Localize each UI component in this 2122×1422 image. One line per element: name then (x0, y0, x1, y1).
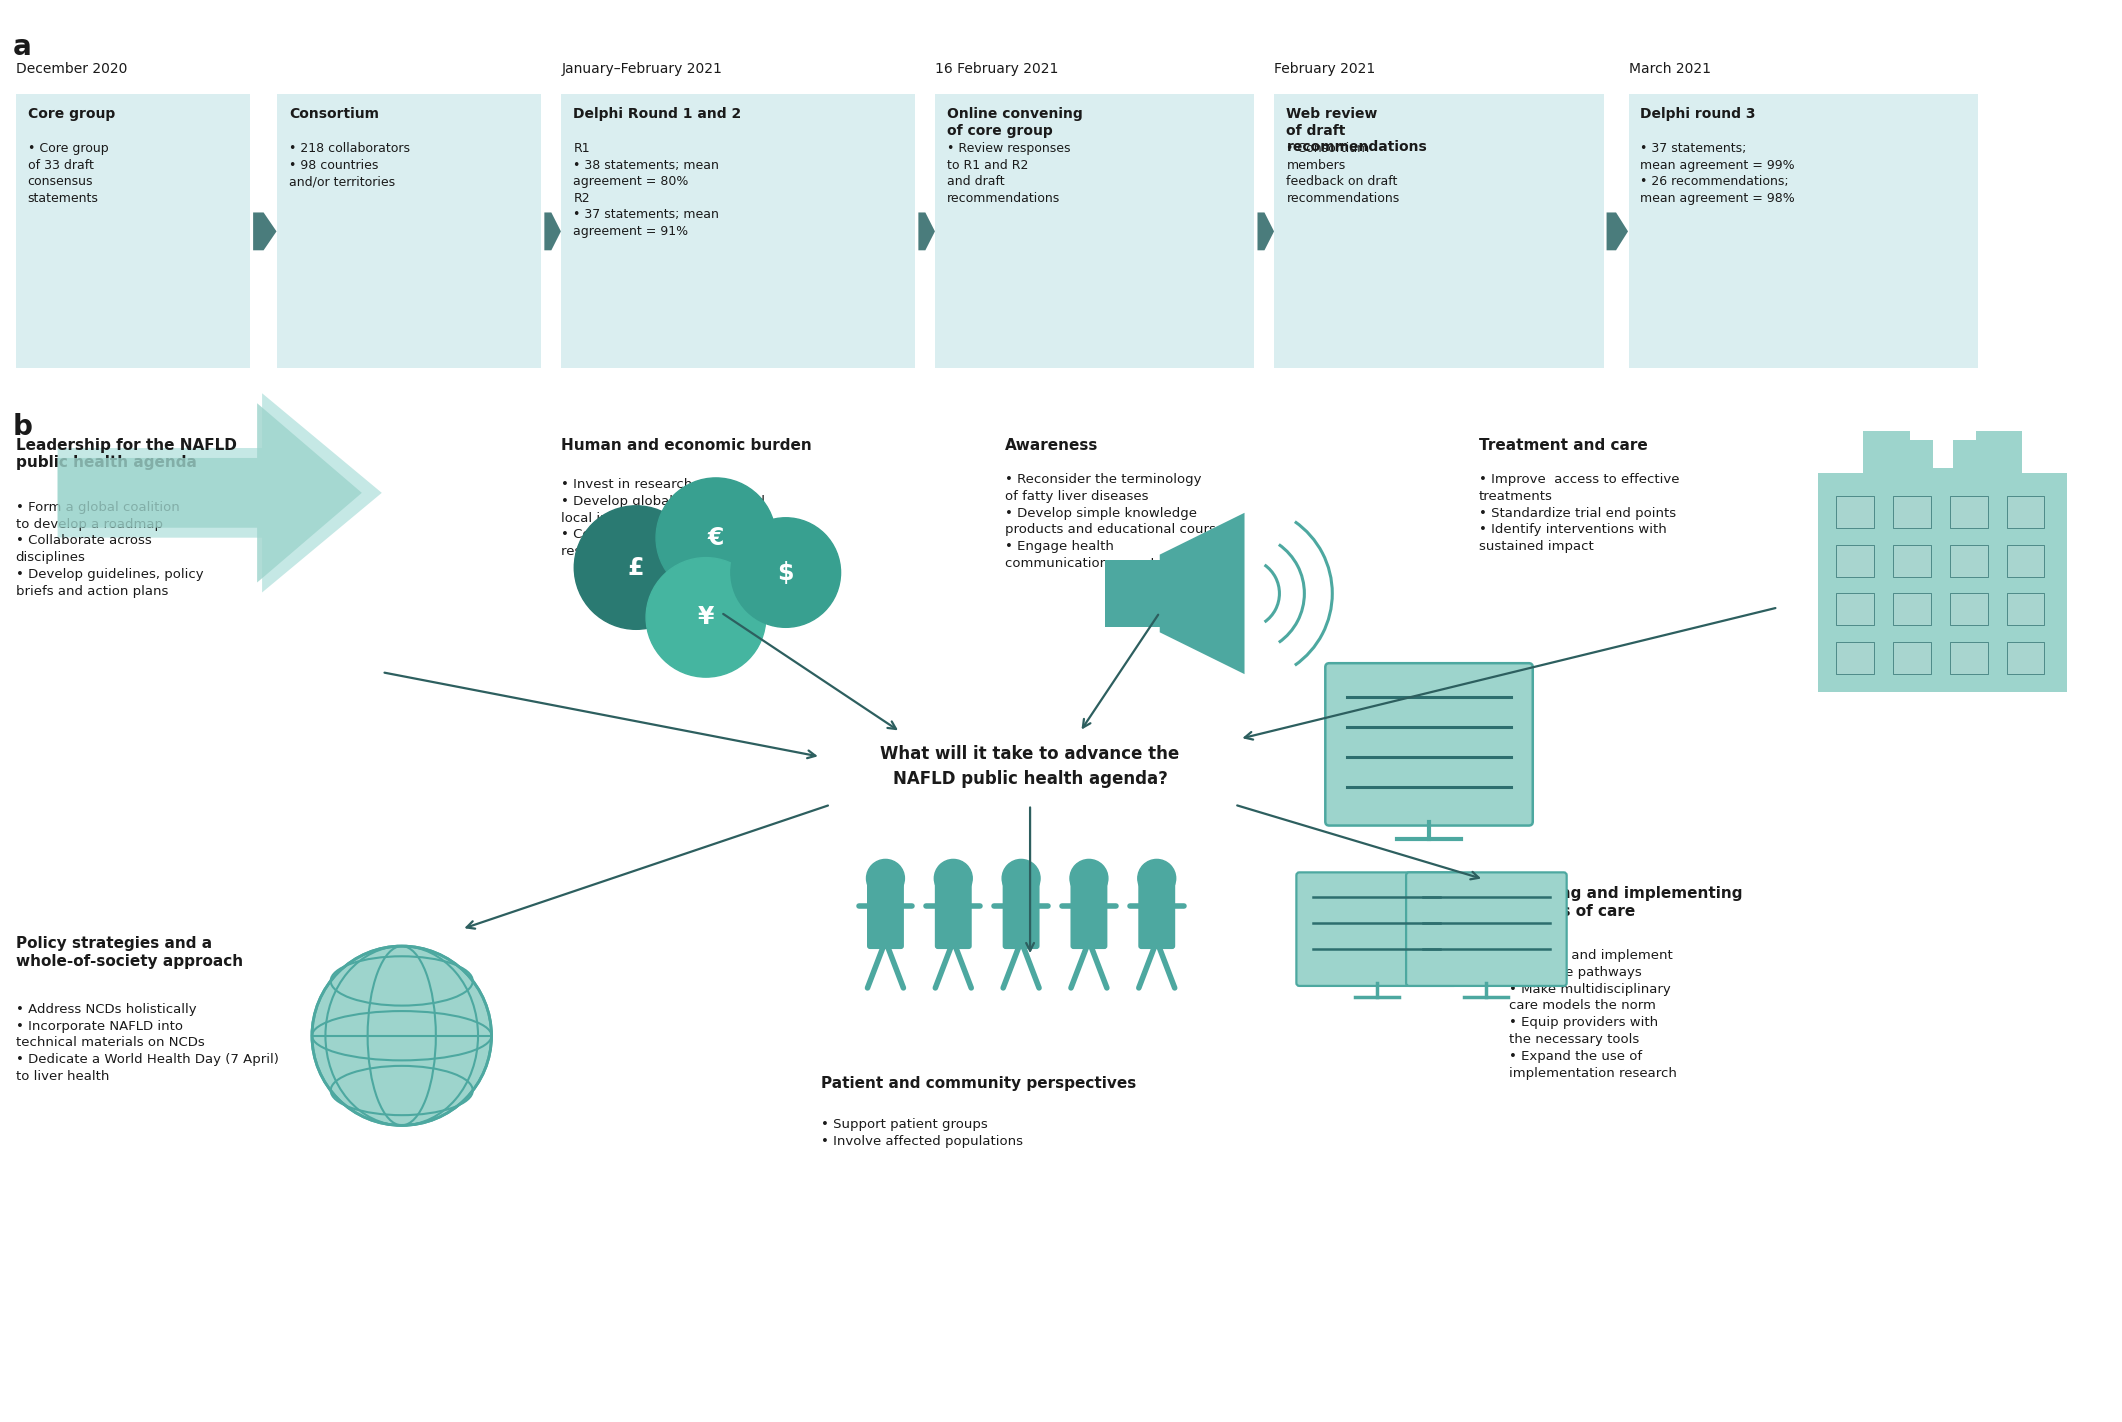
Text: January–February 2021: January–February 2021 (562, 63, 721, 77)
Circle shape (645, 557, 766, 677)
FancyBboxPatch shape (1407, 872, 1566, 985)
Text: R1
• 38 statements; mean
agreement = 80%
R2
• 37 statements; mean
agreement = 91: R1 • 38 statements; mean agreement = 80%… (573, 142, 719, 237)
Text: Web review
of draft
recommendations: Web review of draft recommendations (1286, 108, 1428, 154)
FancyBboxPatch shape (1137, 882, 1176, 948)
Polygon shape (57, 394, 382, 593)
Text: • Reconsider the terminology
of fatty liver diseases
• Develop simple knowledge
: • Reconsider the terminology of fatty li… (1006, 474, 1231, 570)
Polygon shape (1161, 513, 1243, 674)
Text: Policy strategies and a
whole-of-society approach: Policy strategies and a whole-of-society… (15, 936, 242, 968)
Bar (15, 94, 250, 368)
Text: February 2021: February 2021 (1275, 63, 1375, 77)
Text: a: a (13, 33, 32, 61)
Text: • 218 collaborators
• 98 countries
and/or territories: • 218 collaborators • 98 countries and/o… (289, 142, 410, 188)
FancyBboxPatch shape (936, 882, 972, 948)
Text: • Address NCDs holistically
• Incorporate NAFLD into
technical materials on NCDs: • Address NCDs holistically • Incorporat… (15, 1003, 278, 1084)
Bar (1819, 474, 2067, 693)
Bar (1893, 545, 1931, 576)
Text: • Improve  access to effective
treatments
• Standardize trial end points
• Ident: • Improve access to effective treatments… (1479, 474, 1679, 553)
Text: March 2021: March 2021 (1628, 63, 1710, 77)
Text: Treatment and care: Treatment and care (1479, 438, 1647, 454)
Text: $: $ (777, 560, 794, 584)
Text: Leadership for the NAFLD
public health agenda: Leadership for the NAFLD public health a… (15, 438, 238, 471)
Polygon shape (919, 212, 936, 250)
Text: Delphi round 3: Delphi round 3 (1640, 108, 1757, 121)
Circle shape (741, 528, 830, 617)
Bar (1836, 545, 1874, 576)
Polygon shape (1258, 212, 1273, 250)
Text: • Support patient groups
• Involve affected populations: • Support patient groups • Involve affec… (821, 1118, 1023, 1148)
Bar (1106, 560, 1161, 627)
Text: • Core group
of 33 draft
consensus
statements: • Core group of 33 draft consensus state… (28, 142, 108, 205)
Text: Delphi Round 1 and 2: Delphi Round 1 and 2 (573, 108, 741, 121)
Bar (1950, 643, 1988, 674)
Circle shape (730, 518, 840, 627)
Text: Online convening
of core group: Online convening of core group (946, 108, 1082, 138)
FancyBboxPatch shape (1297, 872, 1458, 985)
Bar (1863, 431, 2022, 474)
Text: • Consortium
members
feedback on draft
recommendations: • Consortium members feedback on draft r… (1286, 142, 1401, 205)
Text: b: b (13, 414, 32, 441)
Bar (2007, 496, 2043, 528)
Circle shape (312, 946, 492, 1125)
Bar (1836, 593, 1874, 626)
Bar (1275, 94, 1604, 368)
Polygon shape (1606, 212, 1628, 250)
Circle shape (656, 478, 777, 597)
Bar (1893, 593, 1931, 626)
Circle shape (1069, 859, 1108, 897)
Text: 16 February 2021: 16 February 2021 (936, 63, 1059, 77)
Text: • Design and implement
local care pathways
• Make multidisciplinary
care models : • Design and implement local care pathwa… (1509, 948, 1676, 1079)
Text: December 2020: December 2020 (15, 63, 127, 77)
Circle shape (575, 506, 698, 630)
Circle shape (658, 569, 755, 667)
Bar (1836, 496, 1874, 528)
FancyBboxPatch shape (1326, 663, 1532, 826)
Bar (1950, 593, 1988, 626)
Bar (278, 94, 541, 368)
Text: • 37 statements;
mean agreement = 99%
• 26 recommendations;
mean agreement = 98%: • 37 statements; mean agreement = 99% • … (1640, 142, 1795, 205)
Text: • Invest in research
• Develop global, regional and
local investment cases
• Con: • Invest in research • Develop global, r… (562, 478, 766, 557)
Circle shape (1137, 859, 1176, 897)
Text: • Review responses
to R1 and R2
and draft
recommendations: • Review responses to R1 and R2 and draf… (946, 142, 1072, 205)
Text: £: £ (628, 556, 645, 580)
FancyBboxPatch shape (1069, 882, 1108, 948)
Bar (1910, 417, 1976, 439)
Text: Human and economic burden: Human and economic burden (562, 438, 813, 454)
Bar (2007, 593, 2043, 626)
Text: Patient and community perspectives: Patient and community perspectives (821, 1075, 1135, 1091)
Bar (1950, 496, 1988, 528)
Bar (1893, 643, 1931, 674)
Polygon shape (57, 404, 363, 583)
Polygon shape (253, 212, 276, 250)
Text: • Form a global coalition
to develop a roadmap
• Collaborate across
disciplines
: • Form a global coalition to develop a r… (15, 501, 204, 597)
Circle shape (1002, 859, 1040, 897)
Circle shape (866, 859, 904, 897)
Circle shape (586, 518, 688, 619)
Bar (1893, 496, 1931, 528)
Text: Defining and implementing
models of care: Defining and implementing models of care (1509, 886, 1742, 919)
FancyBboxPatch shape (868, 882, 904, 948)
Polygon shape (545, 212, 560, 250)
Text: What will it take to advance the
NAFLD public health agenda?: What will it take to advance the NAFLD p… (881, 745, 1180, 788)
Text: ¥: ¥ (698, 606, 715, 630)
Bar (1933, 380, 1952, 468)
Circle shape (934, 859, 972, 897)
Text: Awareness: Awareness (1006, 438, 1099, 454)
Bar (1836, 643, 1874, 674)
Bar (562, 94, 915, 368)
Bar (936, 94, 1254, 368)
Text: €: € (709, 526, 724, 550)
Bar (2007, 545, 2043, 576)
Bar (1950, 545, 1988, 576)
Bar (1628, 94, 1978, 368)
Text: Core group: Core group (28, 108, 115, 121)
FancyBboxPatch shape (1004, 882, 1040, 948)
Circle shape (666, 489, 764, 587)
Bar (2007, 643, 2043, 674)
Text: Consortium: Consortium (289, 108, 380, 121)
